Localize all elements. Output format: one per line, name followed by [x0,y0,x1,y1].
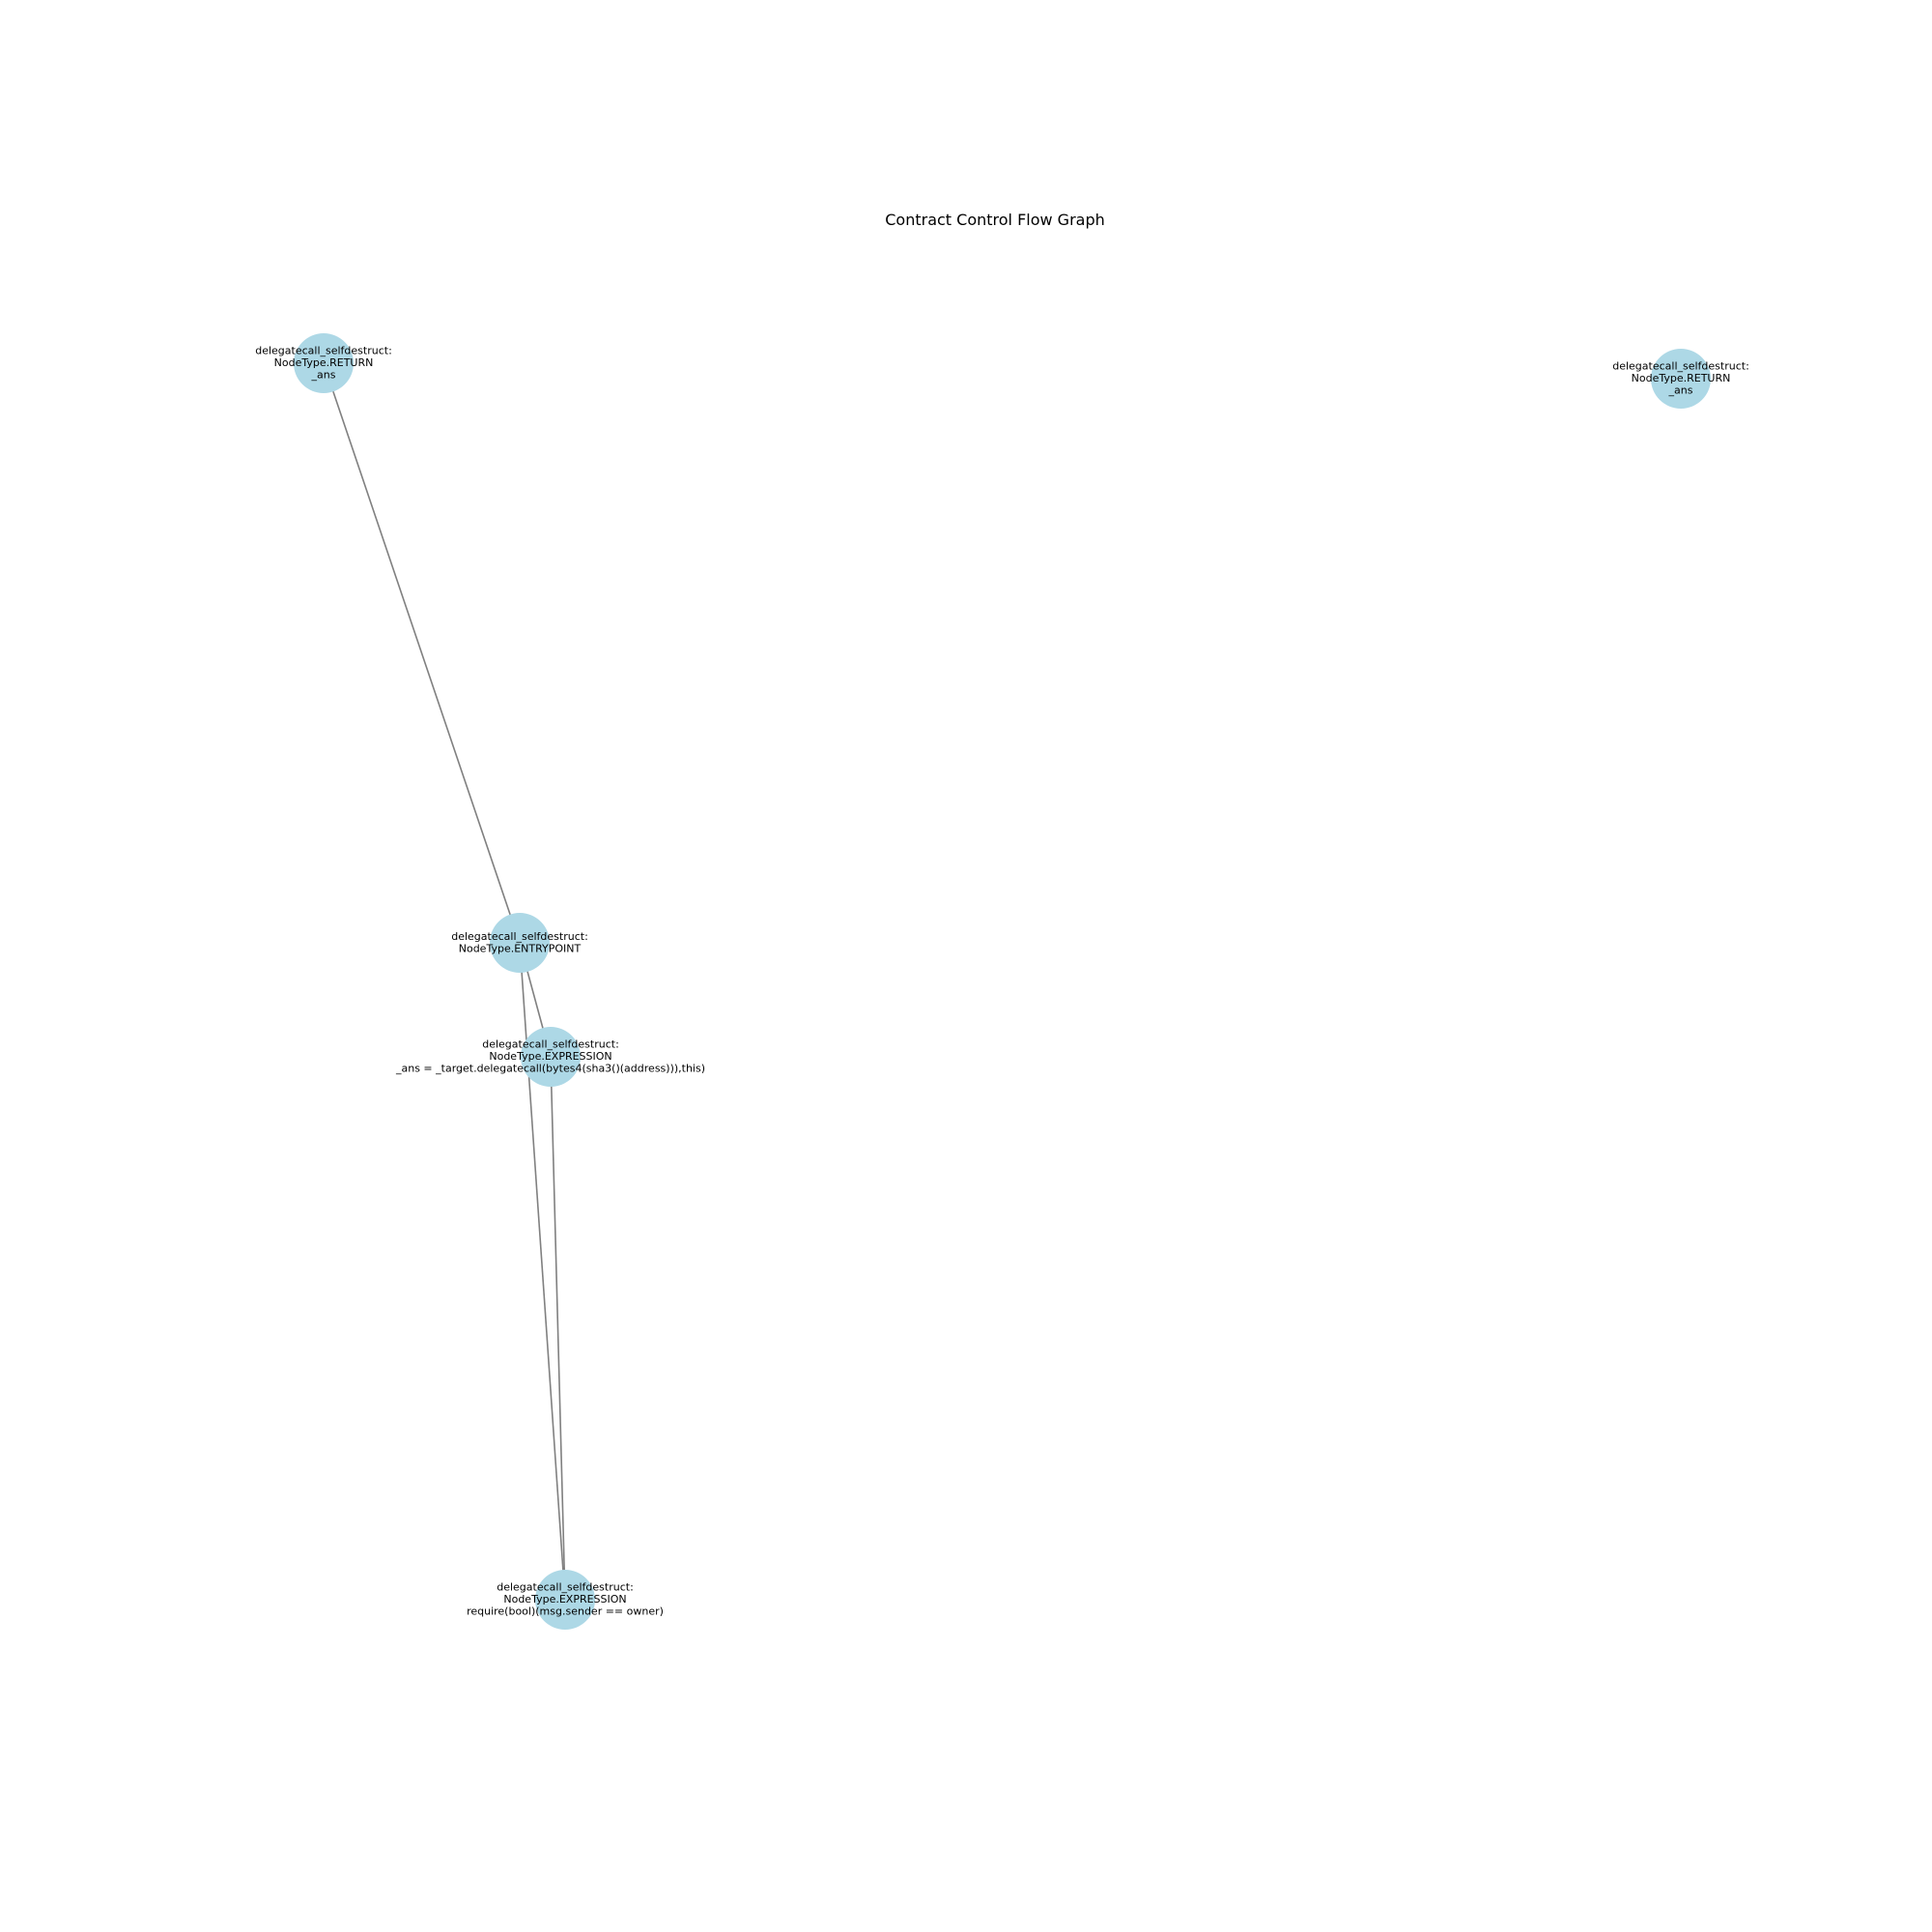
graph-node-entrypoint[interactable]: delegatecall_selfdestruct:NodeType.ENTRY… [451,913,588,973]
graph-node-return_2[interactable]: delegatecall_selfdestruct:NodeType.RETUR… [1612,349,1749,409]
node-circle [521,1027,581,1087]
edge-return_1-to-entrypoint [323,362,521,944]
node-label-line: _ans [1668,384,1693,397]
node-label-line: NodeType.ENTRYPOINT [459,942,582,954]
node-label-line: delegatecall_selfdestruct: [451,930,588,943]
graph-title: Contract Control Flow Graph [885,211,1105,229]
node-label-line: NodeType.EXPRESSION [489,1050,611,1063]
node-circle [1651,349,1711,409]
node-label-line: delegatecall_selfdestruct: [255,345,392,357]
node-circle [490,913,550,973]
node-circle [535,1570,595,1630]
node-label-line: NodeType.EXPRESSION [503,1593,626,1605]
node-label-line: require(bool)(msg.sender == owner) [467,1605,664,1618]
node-label-line: NodeType.RETURN [274,356,374,369]
node-circle [294,333,354,393]
node-label-line: NodeType.RETURN [1632,372,1731,384]
node-label-line: _ans = _target.delegatecall(bytes4(sha3(… [395,1063,705,1075]
edge-expr_delegatecall-to-expr_require [550,1056,566,1601]
node-label-line: delegatecall_selfdestruct: [497,1581,634,1594]
node-label-line: _ans [311,369,336,382]
nodes-layer: delegatecall_selfdestruct:NodeType.RETUR… [255,333,1749,1630]
node-label-line: delegatecall_selfdestruct: [1612,360,1749,373]
graph-node-expr_require[interactable]: delegatecall_selfdestruct:NodeType.EXPRE… [467,1570,664,1630]
graph-node-expr_delegatecall[interactable]: delegatecall_selfdestruct:NodeType.EXPRE… [395,1027,705,1087]
node-label-line: delegatecall_selfdestruct: [482,1038,619,1051]
graph-node-return_1[interactable]: delegatecall_selfdestruct:NodeType.RETUR… [255,333,392,393]
